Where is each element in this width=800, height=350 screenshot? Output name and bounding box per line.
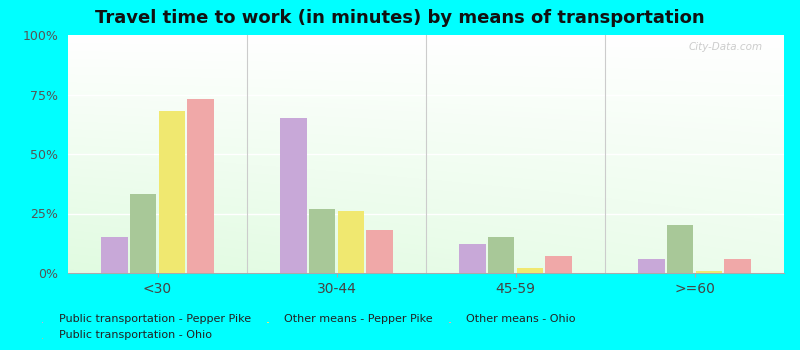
Legend: Public transportation - Pepper Pike, Public transportation - Ohio, Other means -: Public transportation - Pepper Pike, Pub… xyxy=(38,309,580,344)
Text: City-Data.com: City-Data.com xyxy=(688,42,762,52)
Bar xyxy=(724,259,750,273)
Bar xyxy=(488,237,514,273)
Bar xyxy=(366,230,393,273)
Bar xyxy=(696,271,722,273)
Bar xyxy=(667,225,694,273)
Bar xyxy=(517,268,543,273)
Text: Travel time to work (in minutes) by means of transportation: Travel time to work (in minutes) by mean… xyxy=(95,9,705,27)
Bar xyxy=(280,118,306,273)
Bar xyxy=(158,111,185,273)
Bar xyxy=(638,259,665,273)
Bar xyxy=(187,99,214,273)
Bar xyxy=(546,256,572,273)
Bar xyxy=(102,237,128,273)
Bar xyxy=(338,211,364,273)
Bar xyxy=(459,244,486,273)
Bar xyxy=(130,195,156,273)
Bar xyxy=(309,209,335,273)
